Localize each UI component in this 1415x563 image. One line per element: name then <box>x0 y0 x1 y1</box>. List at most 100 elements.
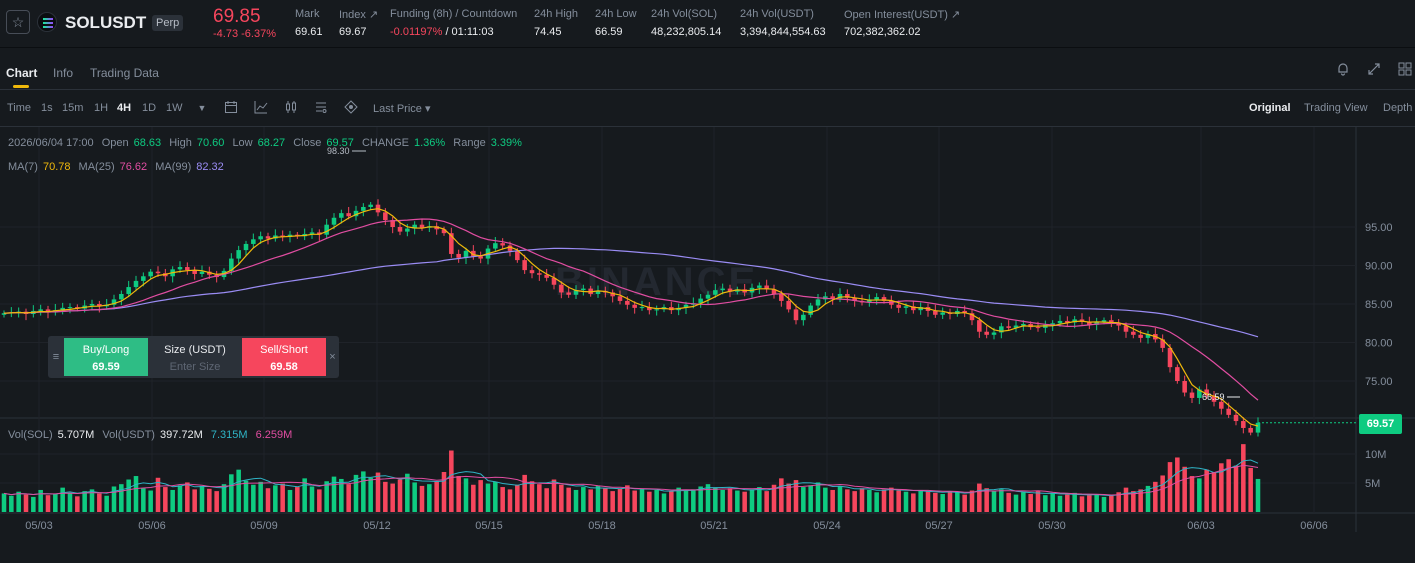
candle-body <box>339 213 344 218</box>
volume-bar <box>918 489 923 512</box>
candle-body <box>119 293 124 300</box>
view-depth[interactable]: Depth <box>1383 102 1413 114</box>
timeframe-time[interactable]: Time <box>7 102 32 114</box>
candle-body <box>1116 323 1121 326</box>
candle-body <box>1138 334 1143 338</box>
volume-bar <box>925 491 931 512</box>
vol-sol-label: Vol(SOL) <box>8 429 53 441</box>
volume-bar <box>353 474 359 512</box>
candle-body <box>933 310 938 315</box>
volume-bar <box>566 487 571 512</box>
volume-bar <box>1219 463 1224 512</box>
volume-bar <box>295 487 300 512</box>
candle-body <box>111 299 117 305</box>
volume-bar <box>537 484 542 512</box>
candle-body <box>390 220 395 227</box>
tab-info[interactable]: Info <box>53 66 74 80</box>
volume-bar <box>1094 494 1099 512</box>
calendar-icon[interactable] <box>223 100 239 116</box>
time-tick-label: 05/27 <box>925 520 953 532</box>
chart-panel: Chart Info Trading Data Time 1s 15m 1H 4… <box>0 52 1415 563</box>
vol-usdt-value: 397.72M <box>159 429 203 441</box>
sell-short-button[interactable]: Sell/Short 69.58 <box>242 338 326 376</box>
stat-24h-high: 24h High 74.45 <box>534 8 578 38</box>
settings-icon[interactable] <box>313 100 329 116</box>
volume-bar <box>185 482 190 512</box>
volume-bars <box>1 444 1261 512</box>
volume-bar <box>104 495 109 512</box>
indicators-icon[interactable] <box>253 100 269 116</box>
candle-body <box>764 285 769 290</box>
tab-chart[interactable]: Chart <box>6 66 38 80</box>
candle-body <box>727 288 733 292</box>
quick-order-widget: ≡ Buy/Long 69.59 Size (USDT) Enter Size … <box>48 336 339 378</box>
volume-bar <box>603 488 608 512</box>
volume-bar <box>405 473 410 512</box>
volume-bar <box>691 489 696 512</box>
extreme-markers: 98.30 66.59 <box>327 146 1356 424</box>
fullscreen-icon[interactable] <box>1365 62 1383 80</box>
timeframe-1w[interactable]: 1W <box>166 102 183 114</box>
volume-bar <box>23 494 29 512</box>
timeframe-1h[interactable]: 1H <box>94 102 109 114</box>
volume-bar <box>287 489 293 512</box>
candle-body <box>962 310 967 314</box>
tab-trading-data[interactable]: Trading Data <box>90 66 159 80</box>
stat-open-interest[interactable]: Open Interest(USDT) ↗ 702,382,362.02 <box>844 8 960 38</box>
timeframe-15m[interactable]: 15m <box>62 102 84 114</box>
drag-handle-icon[interactable]: ≡ <box>52 351 60 363</box>
volume-bar <box>302 478 307 512</box>
chart-type-icon[interactable] <box>283 100 299 116</box>
candle-body <box>500 243 505 246</box>
view-trading-view[interactable]: Trading View <box>1304 102 1368 114</box>
volume-bar <box>265 488 271 512</box>
volume-bar <box>742 491 747 512</box>
candle-body <box>353 210 359 217</box>
time-tick-label: 05/30 <box>1038 520 1066 532</box>
volume-bar <box>801 487 806 512</box>
price-type-select[interactable]: Last Price ▾ <box>373 103 431 115</box>
chart-grid <box>0 127 1415 532</box>
symbol-name[interactable]: SOLUSDT <box>65 13 147 32</box>
panel-tabs: Chart Info Trading Data <box>0 52 1415 90</box>
volume-bar <box>31 496 36 512</box>
buy-long-button[interactable]: Buy/Long 69.59 <box>64 338 148 376</box>
compare-icon[interactable] <box>343 100 359 116</box>
timeframe-1d[interactable]: 1D <box>142 102 157 114</box>
candle-body <box>1182 381 1187 393</box>
volume-bar <box>82 491 87 512</box>
ma-legend: MA(7) 70.78 MA(25) 76.62 MA(99) 82.32 <box>8 161 229 173</box>
time-tick-label: 05/06 <box>138 520 166 532</box>
size-input[interactable]: Size (USDT) Enter Size <box>148 338 242 376</box>
bell-icon[interactable] <box>1334 62 1352 80</box>
volume-bar <box>1131 491 1136 512</box>
volume-bar <box>229 474 234 512</box>
price-tick-label: 80.00 <box>1365 338 1393 350</box>
volume-bar <box>67 492 73 512</box>
close-icon[interactable]: × <box>329 351 336 363</box>
candle-body <box>1248 427 1253 433</box>
volume-bar <box>1233 465 1239 512</box>
volume-bar <box>53 494 58 512</box>
volume-bar <box>1043 495 1048 512</box>
chart-area[interactable]: BINANCE 95.00 90.00 85.00 80.00 75.00 10M 5M … <box>0 127 1415 563</box>
volume-bar <box>97 493 102 512</box>
candle-body <box>654 309 659 311</box>
ma25-line <box>3 218 1259 401</box>
layout-grid-icon[interactable] <box>1396 62 1414 80</box>
stat-value: 69.61 <box>295 26 323 38</box>
volume-bar <box>397 479 403 512</box>
timeframe-4h[interactable]: 4H <box>117 102 132 114</box>
volume-bar <box>1160 475 1165 512</box>
timeframe-1s[interactable]: 1s <box>41 102 53 114</box>
favorite-star-icon[interactable]: ☆ <box>6 10 30 34</box>
view-original[interactable]: Original <box>1249 102 1291 114</box>
volume-bar <box>1109 495 1114 512</box>
volume-bar <box>1021 492 1026 512</box>
stat-value: 74.45 <box>534 26 562 38</box>
stat-index[interactable]: Index ↗ 69.67 <box>339 8 378 38</box>
range-value: 3.39% <box>490 137 522 149</box>
timeframe-dropdown-icon[interactable]: ▼ <box>197 103 207 113</box>
volume-bar <box>1050 493 1055 512</box>
